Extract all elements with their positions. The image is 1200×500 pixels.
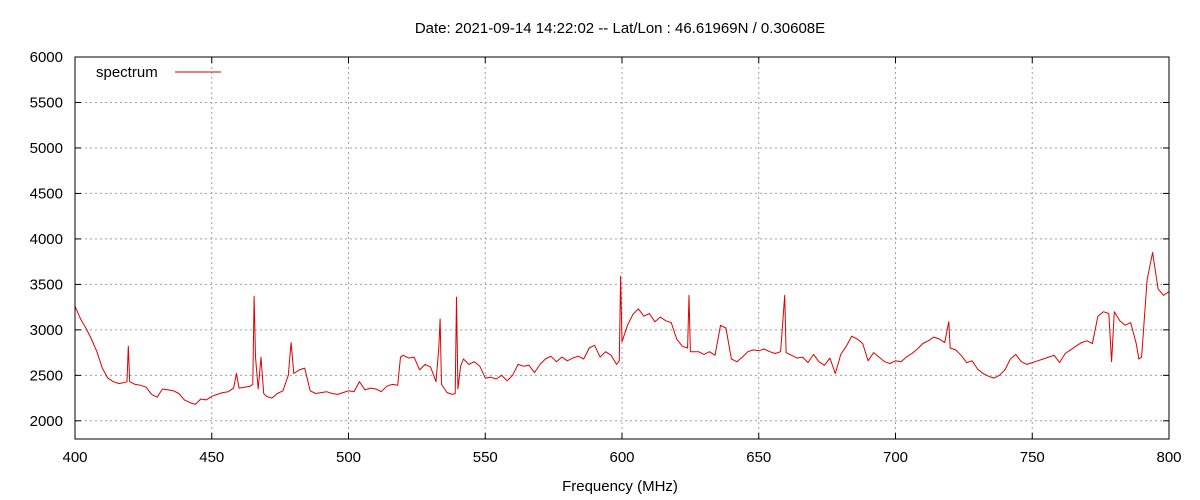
series-line-spectrum <box>74 252 1170 405</box>
x-tick-label: 550 <box>473 449 498 466</box>
plot-frame <box>74 56 1170 440</box>
grid <box>75 57 1169 439</box>
y-tick-label: 2500 <box>30 367 63 384</box>
y-tick-label: 4500 <box>30 185 63 202</box>
chart-title: Date: 2021-09-14 14:22:02 -- Lat/Lon : 4… <box>415 20 825 37</box>
x-tick-label: 650 <box>746 449 771 466</box>
y-tick-label: 5500 <box>30 94 63 111</box>
x-axis-label: Frequency (MHz) <box>562 478 678 495</box>
x-tick-label: 700 <box>883 449 908 466</box>
x-tick-label: 750 <box>1020 449 1045 466</box>
x-tick-label: 800 <box>1156 449 1181 466</box>
y-tick-label: 3000 <box>30 322 63 339</box>
x-tick-label: 500 <box>336 449 361 466</box>
x-tick-label: 450 <box>199 449 224 466</box>
series-layer <box>74 252 1170 405</box>
y-tick-label: 6000 <box>30 49 63 66</box>
legend-label-spectrum: spectrum <box>96 64 158 81</box>
legend: spectrum <box>96 64 221 81</box>
x-tick-label: 400 <box>62 449 87 466</box>
axis-ticks: 400 450 500 550 600 650 700 750 800 2000 2500 3000 3… <box>30 49 1182 466</box>
y-tick-label: 2000 <box>30 413 63 430</box>
x-tick-label: 600 <box>609 449 634 466</box>
y-tick-label: 3500 <box>30 276 63 293</box>
y-tick-label: 5000 <box>30 140 63 157</box>
y-tick-label: 4000 <box>30 231 63 248</box>
